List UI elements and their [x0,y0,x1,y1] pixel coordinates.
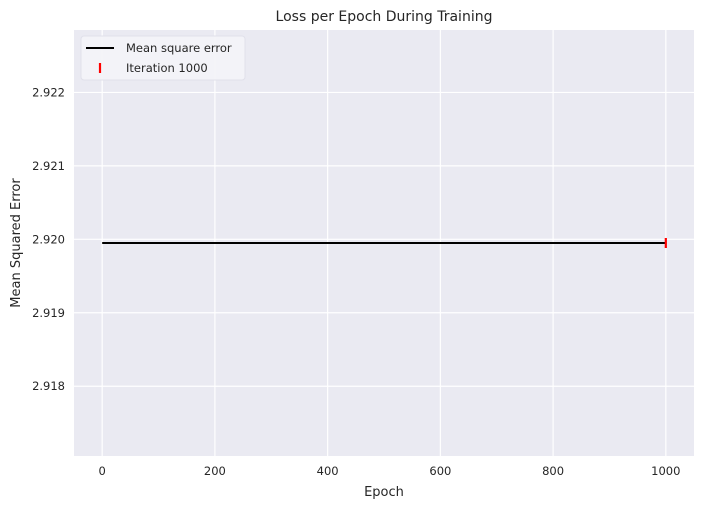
legend: Mean square error Iteration 1000 [80,35,246,81]
x-tick-label: 400 [317,464,339,478]
y-tick-label: 2.918 [32,379,65,393]
x-tick-label: 200 [204,464,226,478]
series-layer [102,238,667,248]
x-tick-label: 600 [429,464,451,478]
x-axis-label: Epoch [364,485,404,500]
y-tick-label: 2.921 [32,159,65,173]
y-tick-label: 2.919 [32,306,65,320]
legend-label-mse: Mean square error [126,41,232,55]
x-tick-labels: 0 200 400 600 800 1000 [99,464,681,478]
y-tick-label: 2.922 [32,85,65,99]
x-tick-label: 0 [99,464,106,478]
legend-box [80,35,246,81]
x-tick-label: 1000 [651,464,680,478]
legend-label-iteration: Iteration 1000 [126,61,208,75]
y-axis-label: Mean Squared Error [9,178,24,308]
x-tick-label: 800 [542,464,564,478]
y-tick-label: 2.920 [32,232,65,246]
chart-title: Loss per Epoch During Training [276,9,493,25]
y-tick-labels: 2.918 2.919 2.920 2.921 2.922 [32,85,65,393]
